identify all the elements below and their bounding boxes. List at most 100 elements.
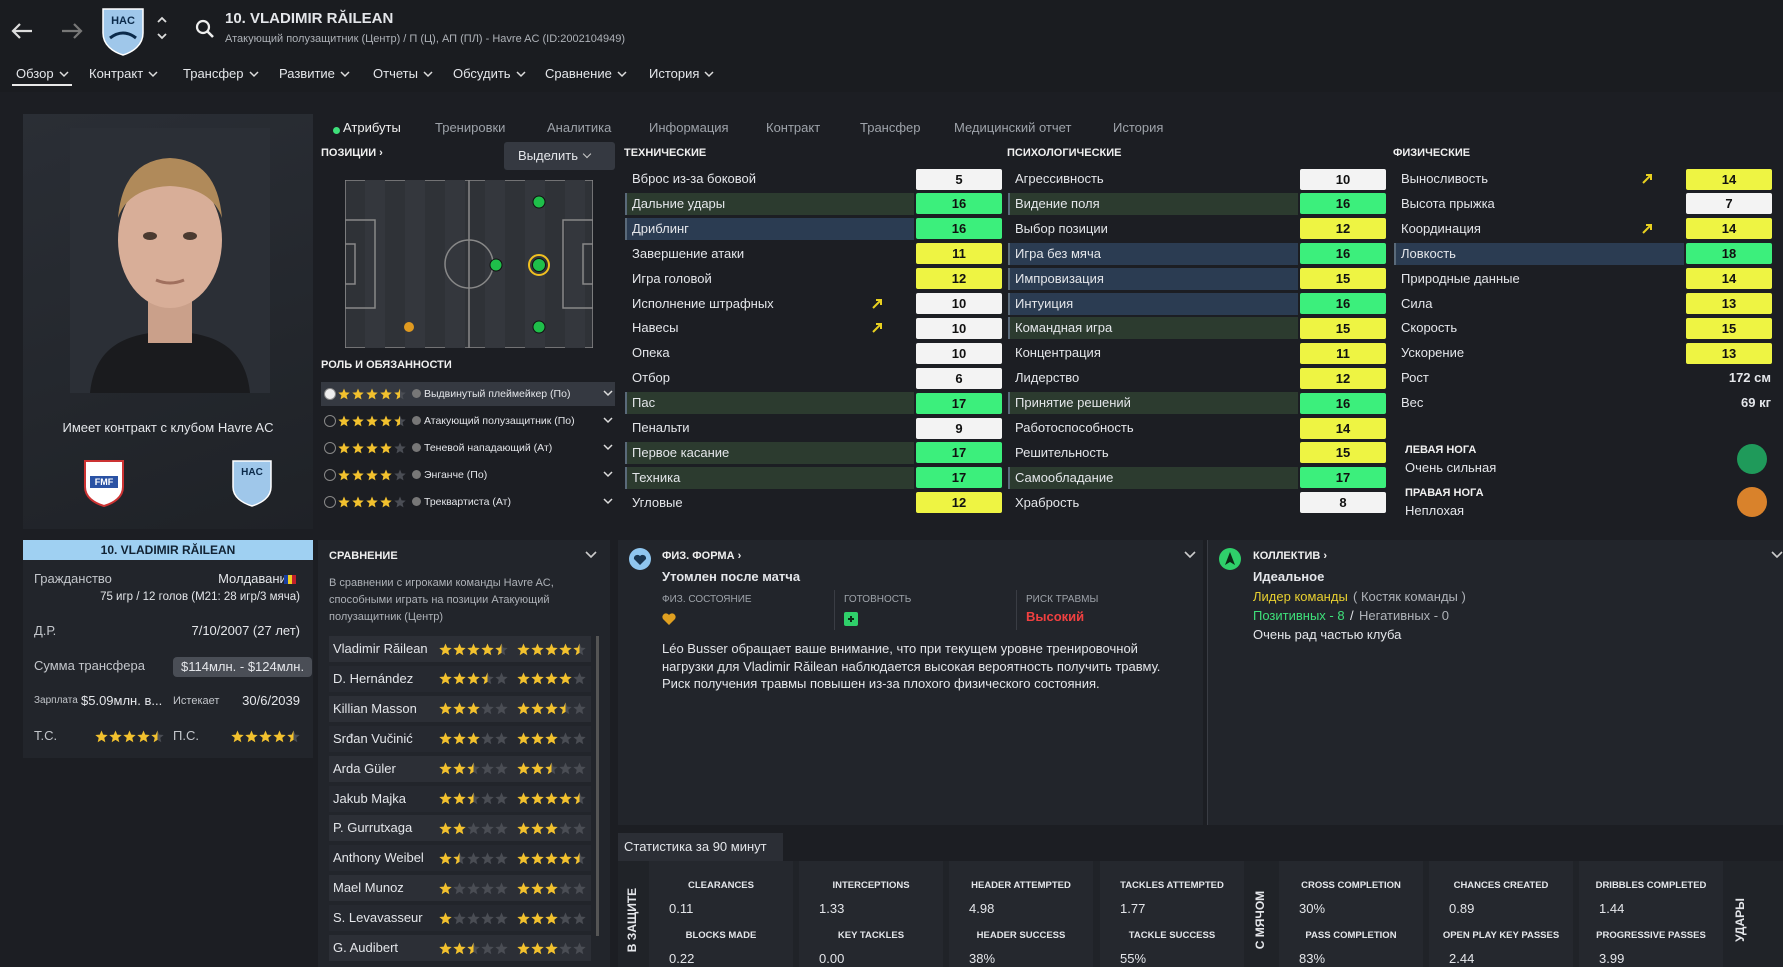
badge-text: FMF (95, 477, 114, 487)
trend-arrow (1642, 174, 1652, 184)
star-rating (517, 702, 586, 715)
column-divider (1207, 540, 1208, 825)
trend-arrow (872, 298, 882, 309)
player-title: 10. VLADIMIR RĂILEAN (225, 10, 394, 27)
attribute-group-title: ПСИХОЛОГИЧЕСКИЕ (1007, 147, 1122, 159)
nav-item[interactable]: Обзор (16, 66, 54, 81)
role-name: Энганче (По) (424, 469, 488, 481)
attribute-value: 10 (916, 317, 1002, 339)
collapse-chevron[interactable] (584, 549, 598, 561)
attribute-highlight (625, 392, 914, 415)
section-title: РОЛЬ И ОБЯЗАННОСТИ (321, 359, 452, 371)
attribute-value: 11 (916, 243, 1002, 265)
physical-value: 172 см (1728, 370, 1771, 386)
player-name: G. Audibert (333, 940, 399, 955)
attribute-name: Исполнение штрафных (632, 295, 774, 311)
player-name: P. Gurrutxaga (333, 820, 413, 836)
column-divider (1016, 590, 1017, 630)
nav-arrows[interactable] (8, 18, 98, 44)
nav-item[interactable]: Отчеты (373, 66, 418, 81)
attribute-highlight (1008, 242, 1298, 265)
player-switch[interactable] (156, 14, 168, 42)
tab[interactable]: Трансфер (860, 120, 921, 135)
star-rating (439, 852, 508, 865)
attribute-name: Видение поля (1015, 195, 1100, 211)
attribute-highlight (1008, 192, 1298, 215)
collapse-chevron[interactable] (1183, 549, 1197, 561)
attribute-name: Природные данные (1401, 270, 1520, 286)
star-rating (517, 672, 586, 685)
stat-cell (649, 861, 793, 967)
attribute-name: Дриблинг (632, 220, 689, 236)
scrollbar (596, 636, 599, 936)
tab[interactable]: Атрибуты (343, 120, 401, 135)
highlight-button[interactable]: Выделить (504, 142, 615, 170)
star-rating (439, 672, 508, 685)
attribute-highlight (625, 441, 914, 464)
stat-label: HEADER ATTEMPTED (971, 880, 1071, 891)
nav-item[interactable]: Контракт (89, 66, 144, 81)
star-rating (517, 852, 586, 865)
attribute-group-title: ТЕХНИЧЕСКИЕ (624, 147, 707, 159)
player-name: Arda Güler (333, 760, 396, 776)
stat-label: PROGRESSIVE PASSES (1596, 930, 1706, 941)
nav-item[interactable]: Развитие (279, 66, 335, 81)
attribute-value: 15 (1300, 442, 1386, 464)
comparison-description: способными играть на позиции Атакующий (329, 594, 550, 606)
attribute-name: Работоспособность (1015, 420, 1134, 435)
attribute-value: 17 (1300, 467, 1386, 489)
role-radio (324, 496, 336, 508)
role-radio (324, 388, 336, 400)
star-rating (517, 822, 586, 835)
collapse-chevron[interactable] (1770, 549, 1783, 561)
star-rating (95, 730, 164, 742)
stat-value: 0.89 (1449, 901, 1475, 916)
role-radio (324, 469, 336, 481)
team-separator: / (1350, 608, 1354, 623)
attribute-name: Дальние удары (632, 195, 726, 211)
tab[interactable]: Контракт (766, 120, 821, 135)
search-icon[interactable] (195, 19, 215, 39)
attribute-value: 17 (916, 467, 1002, 489)
attribute-value: 17 (916, 442, 1002, 464)
tab[interactable]: Медицинский отчет (954, 120, 1072, 135)
club-badge[interactable]: HAC (100, 6, 146, 56)
tab[interactable]: Аналитика (547, 120, 612, 135)
nav-item[interactable]: Обсудить (453, 66, 511, 81)
section-title: КОЛЛЕКТИВ › (1253, 550, 1328, 562)
profile-value: 30/6/2039 (242, 693, 300, 708)
stat-value: 2.44 (1449, 951, 1475, 966)
stat-label: CHANCES CREATED (1453, 880, 1549, 891)
star-rating (338, 415, 406, 427)
stat-value: 0.00 (819, 951, 845, 966)
attribute-name: Решительность (1015, 444, 1109, 460)
tab[interactable]: Тренировки (435, 120, 506, 135)
tab[interactable]: История (1113, 120, 1164, 135)
attribute-name: Отбор (632, 370, 670, 386)
tab-active-dot (333, 127, 340, 134)
stat-cell (1429, 861, 1573, 967)
attribute-value: 10 (1300, 168, 1386, 190)
attribute-name: Агрессивность (1015, 171, 1104, 186)
attribute-name: Интуиция (1015, 295, 1074, 311)
role-info-icon (412, 470, 421, 479)
stat-value: 1.33 (819, 901, 845, 916)
stat-label: CLEARANCES (688, 880, 754, 891)
button-label: Выделить (518, 148, 578, 163)
dropdown-chevron (148, 71, 158, 78)
stats-tab[interactable] (618, 833, 783, 861)
stat-cell (1100, 861, 1244, 967)
profile-value: 7/10/2007 (27 лет) (191, 623, 300, 638)
stat-label: DRIBBLES COMPLETED (1595, 880, 1707, 891)
attribute-name: Скорость (1401, 320, 1458, 336)
nav-item[interactable]: Трансфер (183, 66, 244, 81)
attribute-value: 11 (1300, 342, 1386, 364)
attribute-name: Импровизация (1015, 270, 1104, 286)
club-badge-small: HAC (232, 460, 272, 507)
stat-label: TACKLES ATTEMPTED (1120, 880, 1224, 891)
badge-text: HAC (241, 467, 263, 478)
attribute-value: 10 (916, 293, 1002, 314)
nav-item[interactable]: Сравнение (545, 66, 612, 81)
nav-item[interactable]: История (649, 66, 700, 81)
tab[interactable]: Информация (649, 120, 729, 135)
